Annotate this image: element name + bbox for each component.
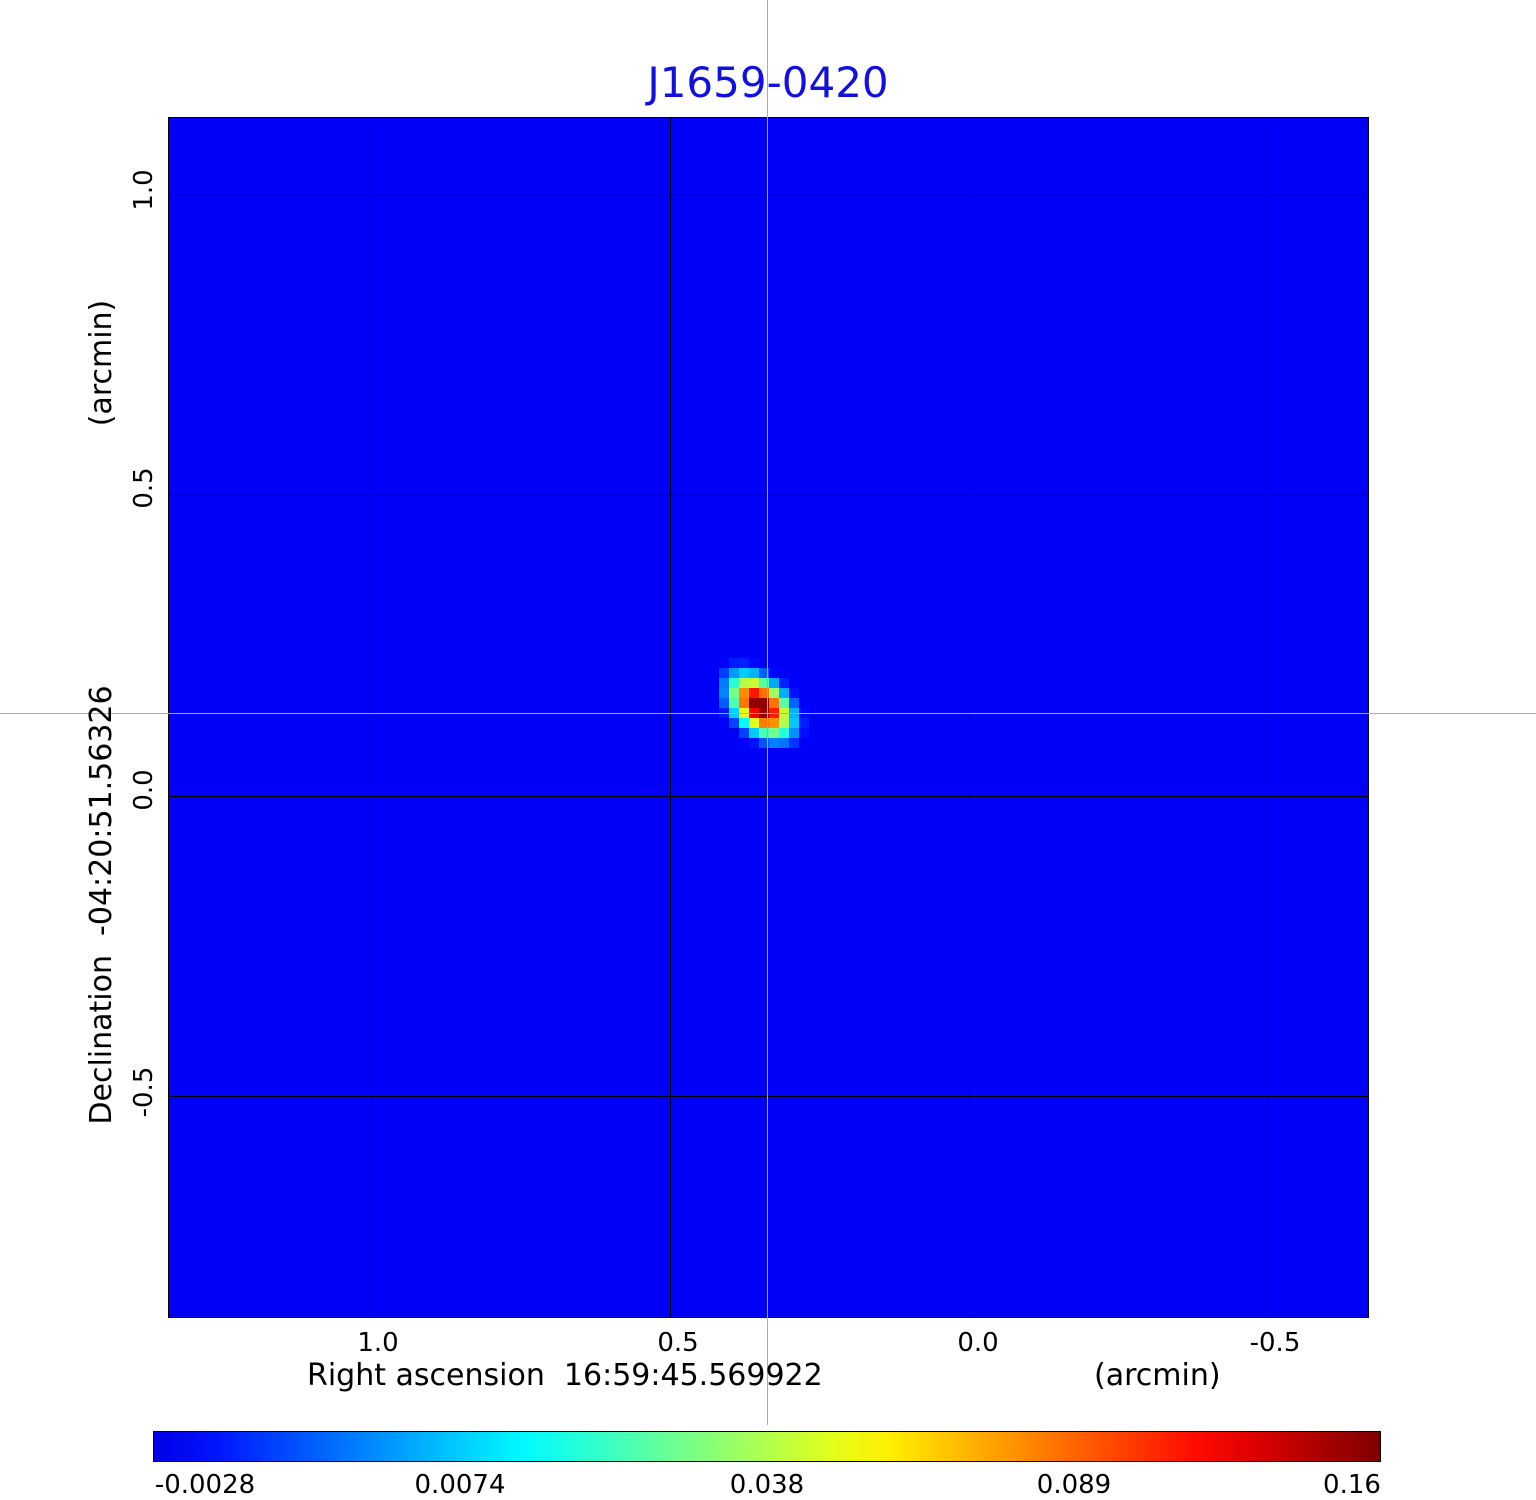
image-plot-area[interactable] xyxy=(168,117,1369,1318)
y-axis-unit: (arcmin) xyxy=(84,299,119,427)
grid-line-horizontal xyxy=(168,795,1369,797)
colorbar-tick-label: 0.038 xyxy=(729,1470,805,1500)
y-tick-label: 1.0 xyxy=(129,169,159,211)
x-tick-label: -0.5 xyxy=(1249,1328,1301,1358)
grid-line-horizontal xyxy=(168,195,1369,197)
y-axis-label: Declination -04:20:51.56326 xyxy=(84,685,119,1125)
colorbar xyxy=(153,1431,1381,1462)
grid-line-horizontal xyxy=(168,495,1369,497)
y-tick-label: 0.0 xyxy=(129,769,159,811)
chart-title: J1659-0420 xyxy=(647,58,889,107)
y-tick-label: 0.5 xyxy=(129,467,159,509)
grid-line-vertical xyxy=(371,117,373,1318)
x-axis-label: Right ascension 16:59:45.569922 xyxy=(307,1358,823,1393)
colorbar-tick-label: 0.089 xyxy=(1036,1470,1112,1500)
grid-line-vertical xyxy=(1267,117,1269,1318)
grid-line-vertical xyxy=(669,117,671,1318)
colorbar-tick-label: -0.0028 xyxy=(154,1470,256,1500)
x-tick-label: 0.0 xyxy=(957,1328,999,1358)
y-tick-label: -0.5 xyxy=(129,1066,159,1118)
x-tick-label: 1.0 xyxy=(357,1328,399,1358)
x-tick-label: 0.5 xyxy=(657,1328,699,1358)
grid-line-vertical xyxy=(968,117,970,1318)
sky-image xyxy=(169,118,1368,1317)
crosshair-vertical xyxy=(767,0,768,1425)
grid-line-horizontal xyxy=(168,1095,1369,1097)
crosshair-horizontal xyxy=(0,713,1536,714)
colorbar-tick-label: 0.0074 xyxy=(414,1470,506,1500)
x-axis-unit: (arcmin) xyxy=(1094,1358,1221,1393)
colorbar-tick-label: 0.16 xyxy=(1323,1470,1381,1500)
